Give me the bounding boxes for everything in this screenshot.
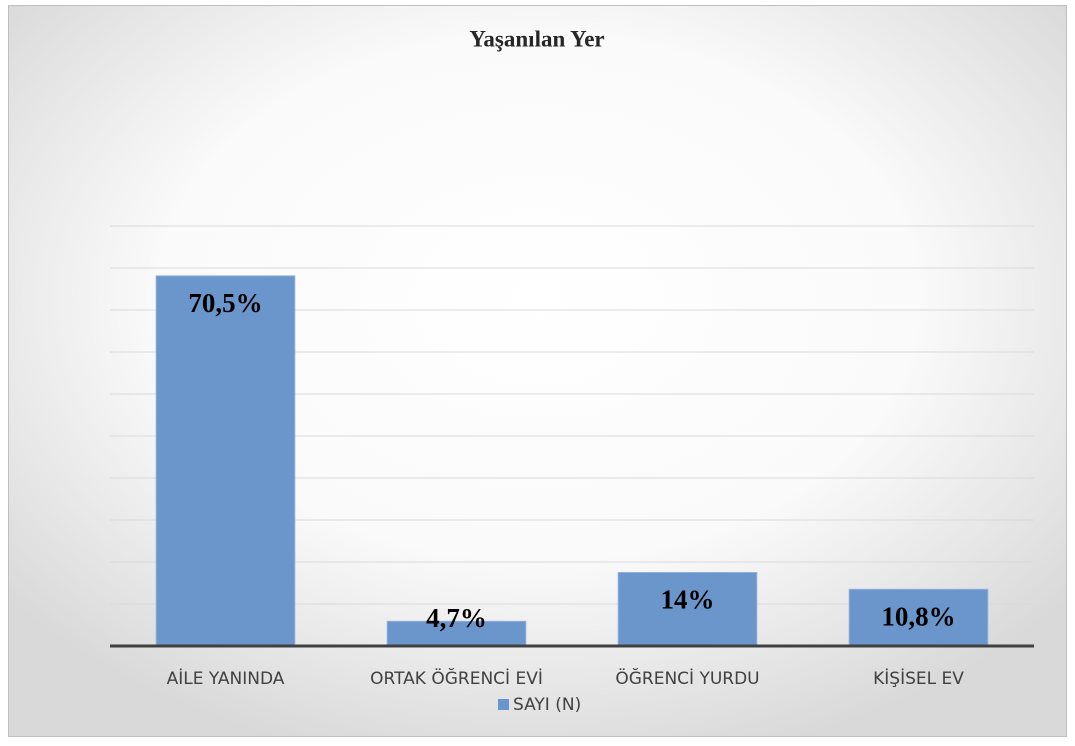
data-label: 4,7% (426, 603, 487, 633)
bar (386, 620, 527, 647)
x-tick-label: ÖĞRENCİ YURDU (615, 667, 759, 689)
bar (848, 588, 989, 647)
data-label: 14% (661, 585, 715, 615)
x-tick-label: KİŞİSEL EV (873, 668, 964, 689)
chart-title: Yaşanılan Yer (469, 26, 604, 51)
data-label: 10,8% (881, 602, 955, 632)
legend-swatch (498, 699, 509, 710)
bar (155, 275, 296, 647)
x-tick-label: ORTAK ÖĞRENCİ EVİ (370, 667, 543, 689)
x-tick-label: AİLE YANINDA (167, 668, 285, 689)
data-label: 70,5% (188, 288, 262, 318)
legend-label: SAYI (N) (513, 695, 581, 715)
